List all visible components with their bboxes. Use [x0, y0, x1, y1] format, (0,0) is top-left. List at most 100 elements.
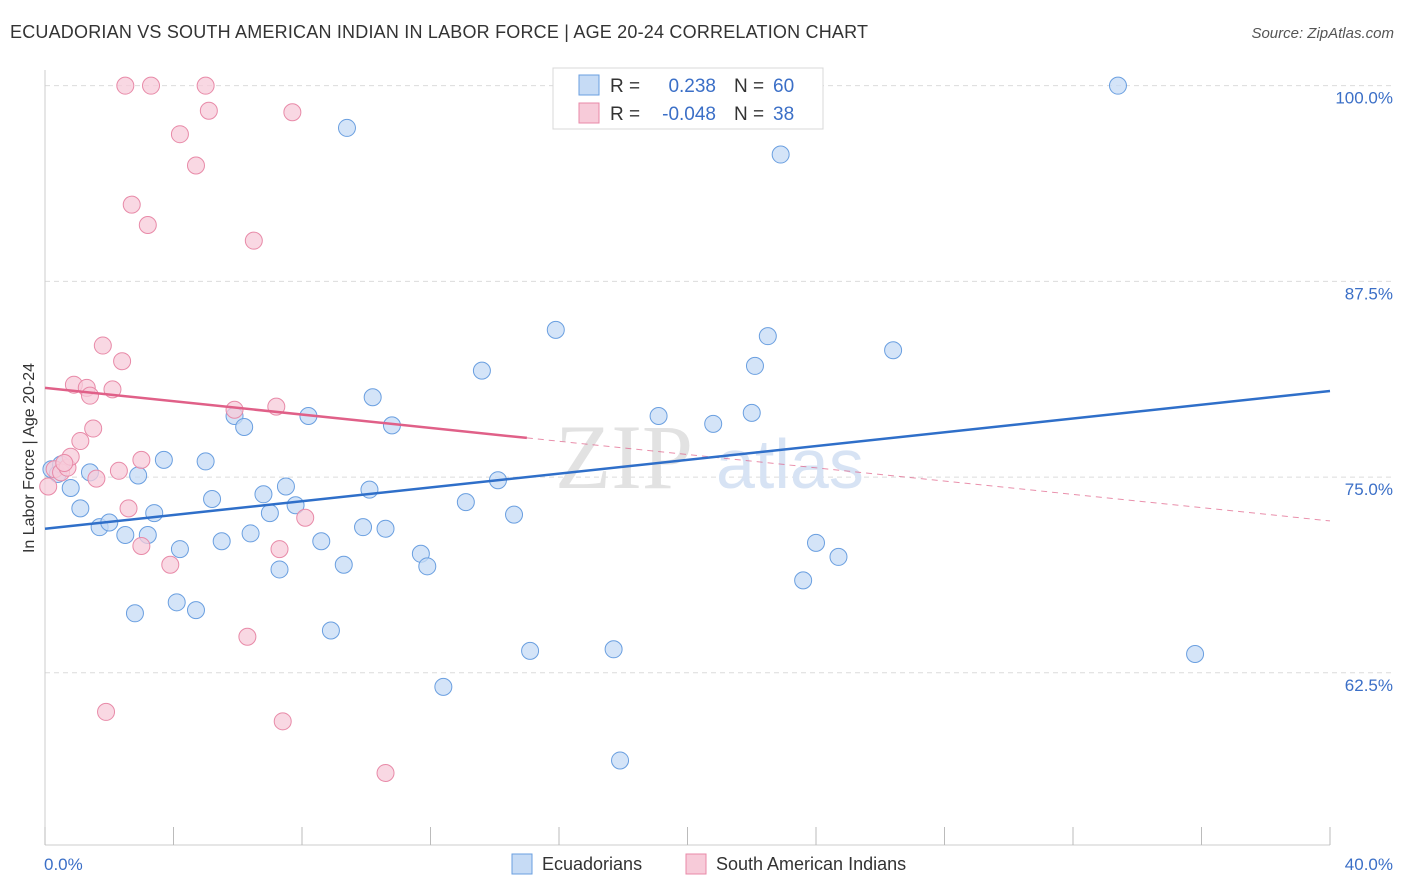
- point-ecuadorian: [196, 452, 215, 471]
- series-south-american-indians: [39, 76, 395, 782]
- legend-label-ecuadorians: Ecuadorians: [542, 854, 642, 874]
- stats-n-label-indians: N =: [734, 104, 764, 125]
- point-south-american-indian: [122, 195, 141, 214]
- point-ecuadorian: [321, 621, 340, 640]
- y-tick-label: 75.0%: [1345, 480, 1393, 499]
- gridlines: [45, 85, 1393, 674]
- point-south-american-indian: [87, 469, 106, 488]
- point-ecuadorian: [241, 524, 260, 543]
- y-tick-label: 62.5%: [1345, 676, 1393, 695]
- point-south-american-indian: [132, 536, 151, 555]
- point-ecuadorian: [154, 450, 173, 469]
- point-ecuadorian: [334, 555, 353, 574]
- point-ecuadorian: [807, 533, 825, 552]
- point-south-american-indian: [119, 499, 138, 518]
- point-south-american-indian: [161, 555, 180, 574]
- stats-r-value-ecuadorians: 0.238: [668, 76, 716, 97]
- point-south-american-indian: [55, 453, 74, 472]
- point-south-american-indian: [71, 432, 90, 451]
- point-south-american-indian: [84, 419, 103, 438]
- point-south-american-indian: [244, 231, 263, 250]
- stats-swatch-ecuadorians: [578, 74, 600, 96]
- point-ecuadorian: [505, 505, 524, 524]
- point-south-american-indian: [142, 76, 161, 95]
- y-axis-tick-labels: 62.5% 75.0% 87.5% 100.0%: [1335, 89, 1393, 695]
- point-south-american-indian: [225, 400, 244, 419]
- point-ecuadorian: [794, 571, 813, 590]
- watermark-zip: ZIP: [555, 406, 693, 508]
- y-axis-title: In Labor Force | Age 20-24: [21, 363, 38, 553]
- point-south-american-indian: [376, 763, 395, 782]
- point-ecuadorian: [472, 361, 491, 380]
- point-south-american-indian: [238, 627, 257, 646]
- point-south-american-indian: [116, 76, 135, 95]
- point-ecuadorian: [167, 593, 186, 612]
- point-ecuadorian: [771, 145, 790, 164]
- point-ecuadorian: [1186, 644, 1205, 663]
- stats-swatch-indians: [578, 102, 600, 124]
- point-south-american-indian: [199, 101, 218, 120]
- point-ecuadorian: [418, 557, 437, 576]
- point-ecuadorian: [758, 327, 777, 346]
- legend-label-indians: South American Indians: [716, 854, 906, 874]
- point-south-american-indian: [138, 216, 157, 234]
- point-ecuadorian: [354, 518, 373, 537]
- point-south-american-indian: [270, 540, 289, 559]
- stats-r-label-ecuadorians: R =: [610, 76, 640, 97]
- chart-title: ECUADORIAN VS SOUTH AMERICAN INDIAN IN L…: [10, 22, 869, 42]
- source-credit: Source: ZipAtlas.com: [1251, 25, 1394, 42]
- point-ecuadorian: [742, 403, 761, 422]
- watermark: ZIP atlas: [555, 406, 864, 508]
- point-ecuadorian: [260, 504, 279, 523]
- legend-swatch-indians: [685, 853, 707, 875]
- point-south-american-indian: [109, 461, 128, 480]
- stats-box: R = 0.238 N = 60 R = -0.048 N = 38: [552, 67, 824, 130]
- point-ecuadorian: [363, 388, 382, 407]
- point-ecuadorian: [649, 407, 668, 426]
- point-ecuadorian: [212, 532, 231, 551]
- point-ecuadorian: [125, 604, 144, 623]
- x-tick-label-min: 0.0%: [44, 855, 83, 874]
- legend-swatch-ecuadorians: [511, 853, 533, 875]
- point-south-american-indian: [113, 352, 132, 371]
- point-south-american-indian: [296, 508, 315, 527]
- point-ecuadorian: [745, 356, 764, 375]
- point-ecuadorian: [116, 526, 135, 544]
- point-ecuadorian: [546, 320, 565, 339]
- x-tick-label-max: 40.0%: [1345, 855, 1393, 874]
- point-south-american-indian: [196, 76, 215, 95]
- point-ecuadorian: [145, 504, 164, 523]
- point-ecuadorian: [71, 499, 90, 518]
- point-ecuadorian: [1108, 76, 1127, 95]
- point-ecuadorian: [203, 489, 222, 508]
- point-ecuadorian: [186, 601, 205, 620]
- y-tick-label: 100.0%: [1335, 89, 1393, 108]
- x-axis-ticks: [44, 827, 1331, 845]
- trend-line-indians-extension: [526, 437, 1331, 522]
- point-ecuadorian: [235, 417, 254, 436]
- point-ecuadorian: [829, 547, 848, 566]
- point-ecuadorian: [129, 466, 148, 485]
- point-south-american-indian: [170, 125, 189, 144]
- point-south-american-indian: [273, 712, 292, 731]
- trend-line-ecuadorians: [44, 389, 1331, 530]
- point-ecuadorian: [312, 532, 331, 551]
- point-ecuadorian: [276, 477, 295, 496]
- point-ecuadorian: [254, 485, 273, 504]
- point-ecuadorian: [376, 519, 395, 538]
- point-ecuadorian: [170, 540, 189, 559]
- point-ecuadorian: [61, 479, 80, 498]
- point-ecuadorian: [521, 641, 540, 660]
- stats-n-value-ecuadorians: 60: [773, 76, 794, 97]
- point-south-american-indian: [80, 386, 99, 405]
- point-ecuadorian: [337, 118, 356, 137]
- y-tick-label: 87.5%: [1345, 284, 1393, 303]
- stats-n-value-indians: 38: [773, 104, 794, 125]
- point-south-american-indian: [93, 336, 112, 355]
- point-ecuadorian: [456, 493, 475, 512]
- point-ecuadorian: [270, 560, 289, 579]
- stats-r-label-indians: R =: [610, 104, 640, 125]
- point-south-american-indian: [186, 156, 205, 175]
- trend-lines: [44, 386, 1331, 530]
